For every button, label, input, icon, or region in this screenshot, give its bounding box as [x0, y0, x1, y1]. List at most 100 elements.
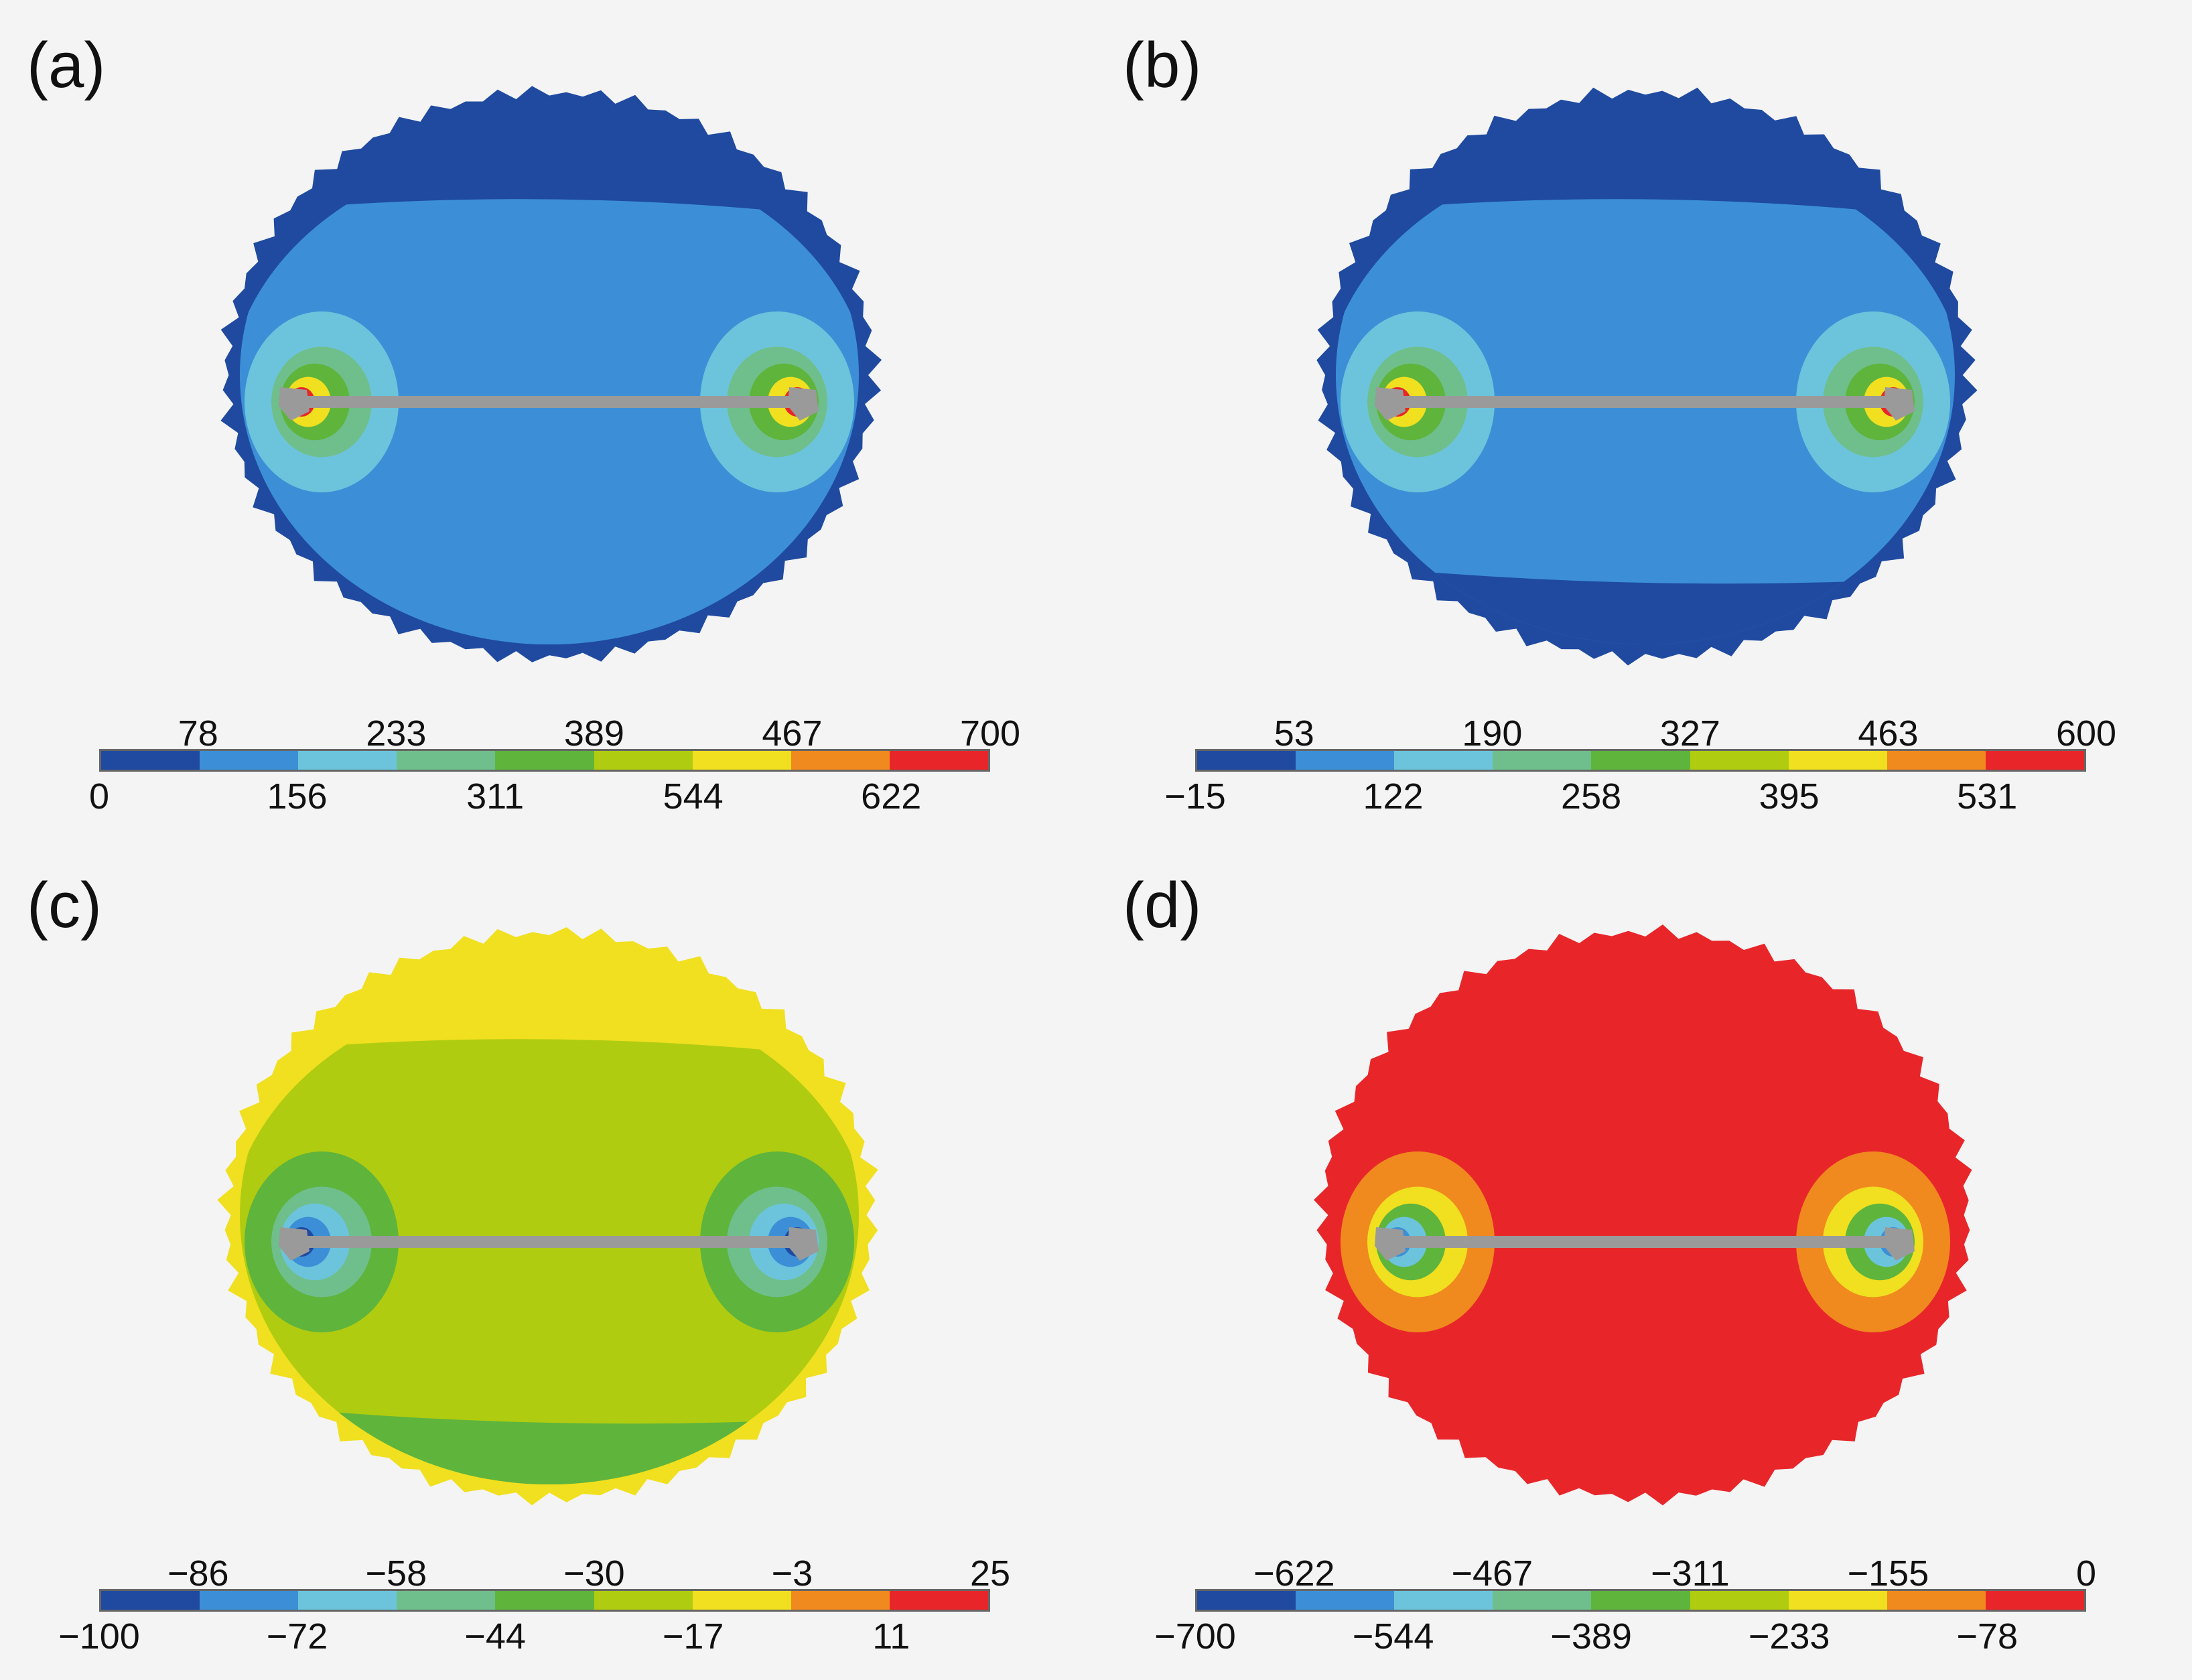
colorbar-tick-label: 389: [563, 713, 624, 754]
colorbar-tick-label: 700: [959, 713, 1021, 754]
colorbar-segment: [397, 751, 496, 770]
colorbar-tick-label: −389: [1550, 1616, 1632, 1657]
crack-tip: [279, 1227, 310, 1261]
colorbar-tick-label: −44: [464, 1616, 526, 1657]
contour-plot: [1314, 924, 1972, 1506]
colorbar-tick-label: −233: [1748, 1616, 1830, 1657]
colorbar-tick-label: −86: [167, 1553, 229, 1594]
colorbar: [1195, 1589, 2086, 1612]
colorbar-tick-label: −15: [1164, 776, 1226, 817]
panel-label: (c): [27, 869, 102, 941]
colorbar-tick-label: 122: [1363, 776, 1424, 817]
panel-c: (c) −100 −72 −44 −17 11 −86 −58 −30 −3 25: [0, 840, 1096, 1680]
colorbar-tick-label: −544: [1352, 1616, 1434, 1657]
colorbar-segment: [791, 1591, 890, 1610]
colorbar-tick-label: 531: [1957, 776, 2018, 817]
colorbar-tick-label: 53: [1274, 713, 1314, 754]
colorbar-tick-label: −78: [1956, 1616, 2018, 1657]
colorbar: [1195, 749, 2086, 772]
colorbar-segment: [1788, 751, 1887, 770]
crack-tip: [1375, 387, 1406, 421]
colorbar-tick-label: −100: [58, 1616, 140, 1657]
contour-plot: [220, 86, 882, 662]
colorbar-segment: [889, 751, 988, 770]
colorbar-segment: [1591, 751, 1690, 770]
colorbar-tick-label: −3: [771, 1553, 813, 1594]
colorbar-tick-label: 0: [88, 776, 110, 817]
colorbar-tick-label: −622: [1253, 1553, 1335, 1594]
colorbar-tick-label: −467: [1451, 1553, 1533, 1594]
colorbar-tick-label: 327: [1659, 713, 1720, 754]
contour-plot: [217, 927, 878, 1506]
panel-label: (a): [27, 29, 106, 101]
colorbar-segment: [1887, 751, 1986, 770]
colorbar-tick-label: 11: [872, 1616, 910, 1657]
colorbar-tick-label: −700: [1154, 1616, 1236, 1657]
colorbar-segment: [1296, 1591, 1395, 1610]
colorbar-tick-label: −17: [662, 1616, 724, 1657]
colorbar-segment: [1887, 1591, 1986, 1610]
colorbar-tick-label: 622: [861, 776, 922, 817]
colorbar-segment: [889, 1591, 988, 1610]
colorbar-segment: [1985, 1591, 2084, 1610]
panel-a: (a) 0 156 311 544 622 78 233 389 467 700: [0, 0, 1096, 840]
crack-bar: [1391, 396, 1900, 408]
colorbar-segment: [101, 751, 200, 770]
colorbar-segment: [200, 1591, 299, 1610]
colorbar-tick-label: 0: [2075, 1553, 2097, 1594]
colorbar-segment: [495, 751, 594, 770]
panel-b: (b) −15 122 258 395 531 53 190 327 463 600: [1096, 0, 2192, 840]
colorbar-segment: [495, 1591, 594, 1610]
colorbar-segment: [1197, 1591, 1296, 1610]
colorbar-segment: [1690, 751, 1789, 770]
colorbar-tick-label: 190: [1462, 713, 1523, 754]
panel-label: (b): [1123, 29, 1202, 101]
crack-bar: [295, 396, 804, 408]
crack-bar: [295, 1236, 804, 1248]
colorbar-segment: [101, 1591, 200, 1610]
colorbar-tick-label: 600: [2055, 713, 2117, 754]
colorbar-segment: [692, 751, 791, 770]
colorbar-segment: [1493, 1591, 1592, 1610]
colorbar-tick-label: −311: [1651, 1553, 1730, 1594]
colorbar-tick-label: 311: [466, 776, 525, 817]
colorbar-segment: [1788, 1591, 1887, 1610]
colorbar-segment: [1690, 1591, 1789, 1610]
colorbar-tick-label: 233: [366, 713, 427, 754]
contour-field: [240, 106, 859, 644]
panel-d: (d) −700 −544 −389 −233 −78 −622 −467 −311 −155 0: [1096, 840, 2192, 1680]
colorbar-segment: [200, 751, 299, 770]
contour-plot: [1316, 87, 1978, 666]
colorbar-tick-label: 395: [1759, 776, 1820, 817]
colorbar-segment: [692, 1591, 791, 1610]
colorbar-tick-label: 25: [969, 1553, 1011, 1594]
colorbar-tick-label: 78: [178, 713, 218, 754]
panel-label: (d): [1123, 869, 1202, 941]
crack-tip: [1375, 1227, 1406, 1261]
colorbar-tick-label: −58: [365, 1553, 427, 1594]
crack-bar: [1391, 1236, 1900, 1248]
colorbar-tick-label: 463: [1858, 713, 1919, 754]
colorbar-tick-label: −155: [1847, 1553, 1929, 1594]
colorbar-segment: [1197, 751, 1296, 770]
colorbar-tick-label: −30: [563, 1553, 625, 1594]
colorbar-segment: [1985, 751, 2084, 770]
colorbar-segment: [1296, 751, 1395, 770]
colorbar-segment: [594, 1591, 693, 1610]
colorbar-segment: [1394, 1591, 1493, 1610]
colorbar: [99, 1589, 990, 1612]
colorbar: [99, 749, 990, 772]
colorbar-segment: [1591, 1591, 1690, 1610]
crack-tip: [279, 387, 310, 421]
colorbar-tick-label: 156: [267, 776, 328, 817]
colorbar-tick-label: −72: [266, 1616, 328, 1657]
colorbar-segment: [594, 751, 693, 770]
colorbar-segment: [1493, 751, 1592, 770]
colorbar-segment: [791, 751, 890, 770]
colorbar-tick-label: 544: [663, 776, 724, 817]
colorbar-tick-label: 467: [762, 713, 823, 754]
colorbar-tick-label: 258: [1561, 776, 1622, 817]
colorbar-segment: [298, 751, 397, 770]
colorbar-segment: [298, 1591, 397, 1610]
colorbar-segment: [1394, 751, 1493, 770]
